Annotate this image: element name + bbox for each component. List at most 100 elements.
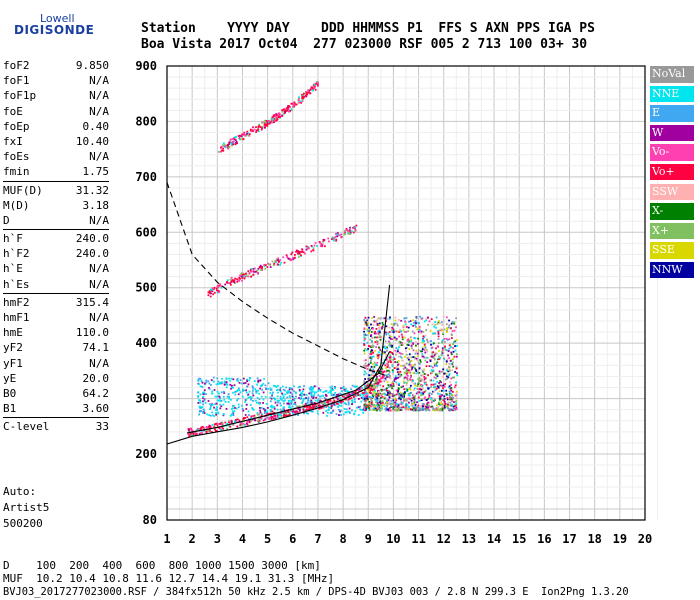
echo-point [296,412,299,414]
echo-point [394,361,396,363]
echo-point [394,404,397,407]
echo-point [374,349,377,352]
echo-point [424,389,427,392]
echo-point [380,409,383,412]
echo-point [441,375,444,378]
echo-point [274,385,276,387]
echo-point [243,389,245,392]
y-tick-label: 300 [135,392,157,406]
echo-point [243,275,245,278]
echo-point [292,256,294,259]
echo-point [370,388,373,390]
echo-point [314,242,317,244]
echo-point [391,393,394,396]
echo-point [312,247,315,250]
echo-point [385,367,387,369]
echo-point [338,414,340,416]
echo-point [432,379,435,382]
echo-point [393,367,396,369]
echo-point [434,398,436,401]
echo-point [209,408,211,410]
echo-point [355,393,358,396]
echo-point [399,370,402,373]
echo-point [423,373,426,375]
echo-point [455,400,457,403]
echo-point [452,365,455,368]
echo-point [445,363,448,365]
echo-point [291,410,294,413]
echo-point [297,405,300,408]
echo-point [307,91,310,94]
echo-point [395,365,398,368]
echo-point [364,317,367,319]
echo-point [282,113,285,115]
echo-point [209,414,212,417]
echo-point [234,143,237,146]
echo-point [245,403,248,406]
echo-point [303,385,305,387]
echo-point [404,406,407,409]
echo-point [309,88,312,91]
echo-point [433,391,436,393]
echo-point [317,412,319,415]
echo-point [290,258,292,261]
echo-point [363,370,366,373]
echo-point [239,278,241,280]
echo-point [389,374,391,377]
echo-point [297,256,300,258]
echo-point [194,432,197,434]
echo-point [425,329,428,331]
echo-point [252,273,255,276]
echo-point [447,326,450,329]
echo-point [452,409,454,412]
echo-point [279,259,282,261]
echo-point [220,428,223,431]
echo-point [259,411,262,414]
echo-point [258,125,261,127]
echo-point [399,406,402,409]
echo-point [220,400,223,402]
echo-point [423,390,426,393]
echo-point [333,239,335,242]
echo-point [340,393,342,396]
echo-point [370,392,372,395]
echo-point [308,388,311,391]
echo-point [387,392,389,394]
echo-point [421,317,423,320]
echo-point [288,110,291,113]
echo-point [412,356,415,358]
echo-point [229,278,232,281]
echo-point [448,386,450,389]
echo-point [364,386,366,389]
echo-point [398,397,400,400]
echo-point [423,368,426,371]
echo-point [435,352,438,355]
echo-point [373,384,376,387]
param-row-md: M(D) 3.18 [0,198,112,213]
echo-point [229,139,232,141]
echo-point [293,397,296,400]
echo-point [376,353,379,356]
echo-point [301,97,304,100]
echo-point [247,396,250,399]
echo-point [423,376,426,378]
echo-point [268,418,271,421]
echo-point [396,405,399,408]
param-name: h`Es [3,277,30,291]
echo-point [222,395,225,398]
echo-point [447,376,450,379]
echo-point [416,407,419,410]
echo-point [341,387,344,389]
echo-point [392,401,395,403]
echo-point [375,328,378,330]
echo-point [347,401,350,403]
echo-point [259,266,261,269]
echo-point [375,384,377,387]
echo-point [251,407,254,409]
echo-point [269,409,272,411]
echo-point [322,411,325,414]
echo-point [374,382,377,384]
echo-point [279,408,282,411]
echo-point [449,369,451,372]
echo-point [388,390,391,393]
